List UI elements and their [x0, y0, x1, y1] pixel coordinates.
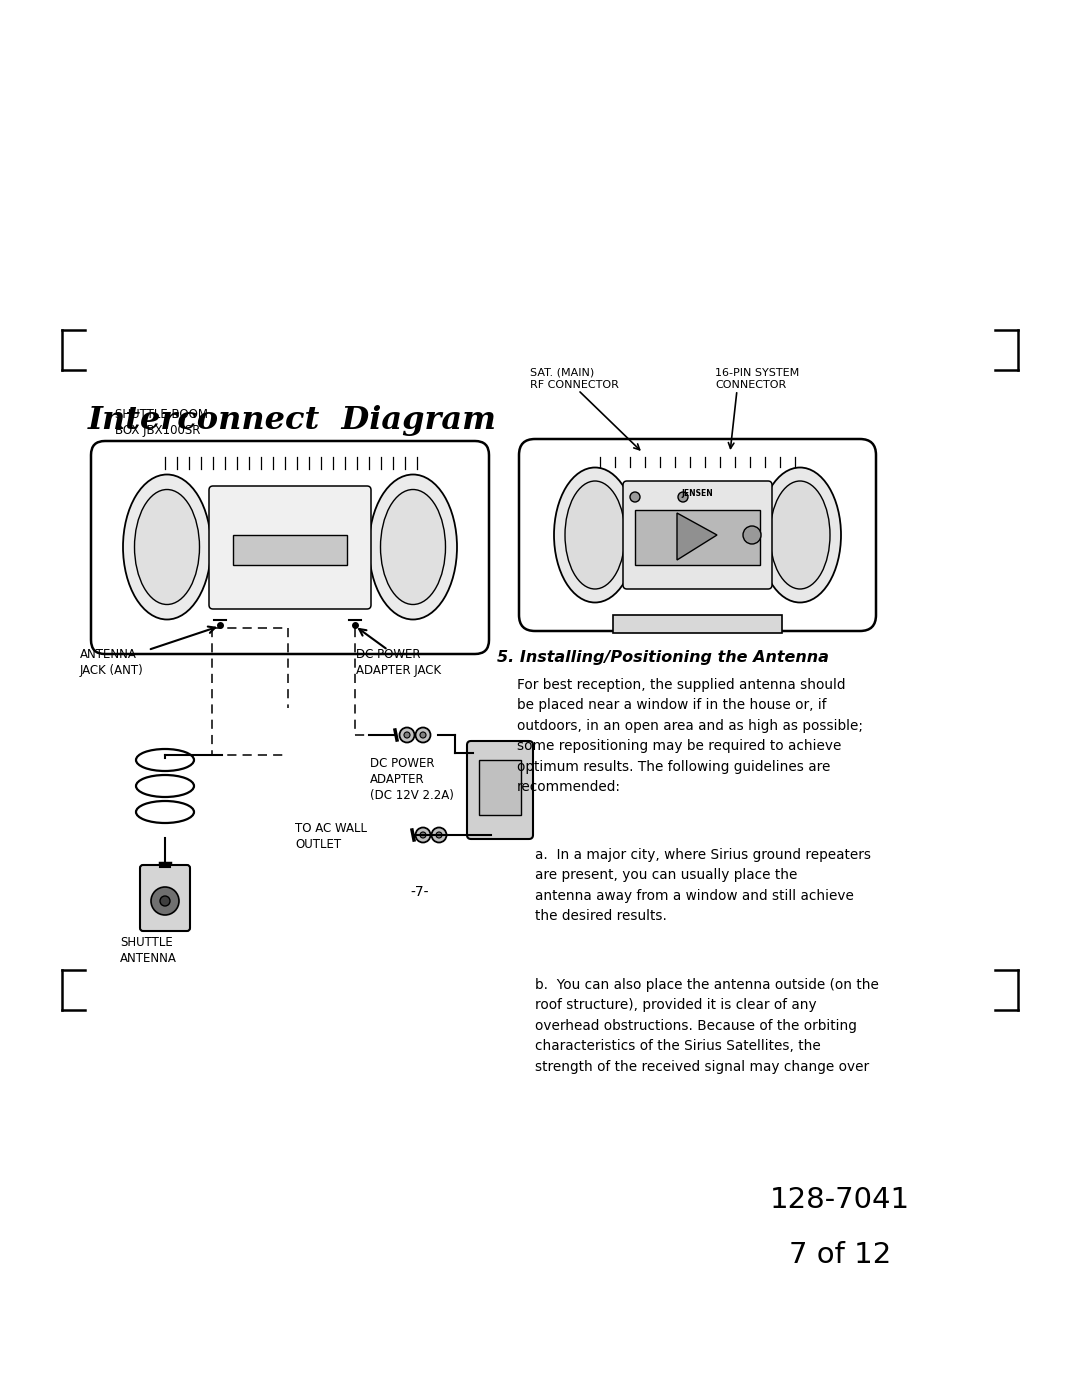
- Text: For best reception, the supplied antenna should
be placed near a window if in th: For best reception, the supplied antenna…: [517, 678, 863, 793]
- Circle shape: [416, 827, 431, 842]
- Circle shape: [400, 728, 415, 742]
- Ellipse shape: [565, 481, 625, 590]
- Ellipse shape: [135, 489, 200, 605]
- Text: DC POWER
ADAPTER
(DC 12V 2.2A): DC POWER ADAPTER (DC 12V 2.2A): [370, 757, 454, 802]
- Text: b.  You can also place the antenna outside (on the
roof structure), provided it : b. You can also place the antenna outsid…: [535, 978, 879, 1073]
- Bar: [635, 510, 760, 564]
- Circle shape: [630, 492, 640, 502]
- Text: SHUTTLE BOOM
BOX JBX100SR: SHUTTLE BOOM BOX JBX100SR: [114, 408, 208, 437]
- Text: DC POWER
ADAPTER JACK: DC POWER ADAPTER JACK: [356, 648, 441, 678]
- Circle shape: [416, 728, 431, 742]
- Text: JENSEN: JENSEN: [681, 489, 713, 497]
- Circle shape: [151, 887, 179, 915]
- FancyBboxPatch shape: [140, 865, 190, 930]
- FancyBboxPatch shape: [623, 481, 772, 590]
- Text: TO AC WALL
OUTLET: TO AC WALL OUTLET: [295, 823, 367, 852]
- Text: SHUTTLE
ANTENNA: SHUTTLE ANTENNA: [120, 936, 177, 965]
- Ellipse shape: [770, 481, 831, 590]
- Text: 7 of 12: 7 of 12: [788, 1241, 891, 1268]
- Circle shape: [420, 833, 426, 838]
- Text: -7-: -7-: [410, 886, 429, 900]
- Circle shape: [420, 732, 426, 738]
- Circle shape: [678, 492, 688, 502]
- Text: 16-PIN SYSTEM
CONNECTOR: 16-PIN SYSTEM CONNECTOR: [715, 367, 799, 390]
- FancyBboxPatch shape: [467, 740, 534, 840]
- Ellipse shape: [123, 475, 211, 619]
- Circle shape: [743, 527, 761, 543]
- Ellipse shape: [759, 468, 841, 602]
- FancyBboxPatch shape: [91, 441, 489, 654]
- Circle shape: [436, 833, 442, 838]
- Circle shape: [160, 895, 170, 907]
- Text: a.  In a major city, where Sirius ground repeaters
are present, you can usually : a. In a major city, where Sirius ground …: [535, 848, 870, 923]
- Bar: [613, 615, 782, 633]
- Text: 5. Installing/Positioning the Antenna: 5. Installing/Positioning the Antenna: [497, 650, 828, 665]
- Text: 128-7041: 128-7041: [770, 1186, 910, 1214]
- Text: ANTENNA
JACK (ANT): ANTENNA JACK (ANT): [80, 648, 144, 678]
- Text: SAT. (MAIN)
RF CONNECTOR: SAT. (MAIN) RF CONNECTOR: [530, 367, 619, 390]
- Ellipse shape: [554, 468, 636, 602]
- Circle shape: [404, 732, 410, 738]
- Circle shape: [432, 827, 446, 842]
- Bar: [233, 535, 347, 564]
- Ellipse shape: [369, 475, 457, 619]
- FancyBboxPatch shape: [519, 439, 876, 631]
- Bar: [480, 760, 521, 814]
- Polygon shape: [677, 513, 717, 560]
- FancyBboxPatch shape: [210, 486, 372, 609]
- Ellipse shape: [380, 489, 446, 605]
- Text: Interconnect  Diagram: Interconnect Diagram: [87, 405, 497, 436]
